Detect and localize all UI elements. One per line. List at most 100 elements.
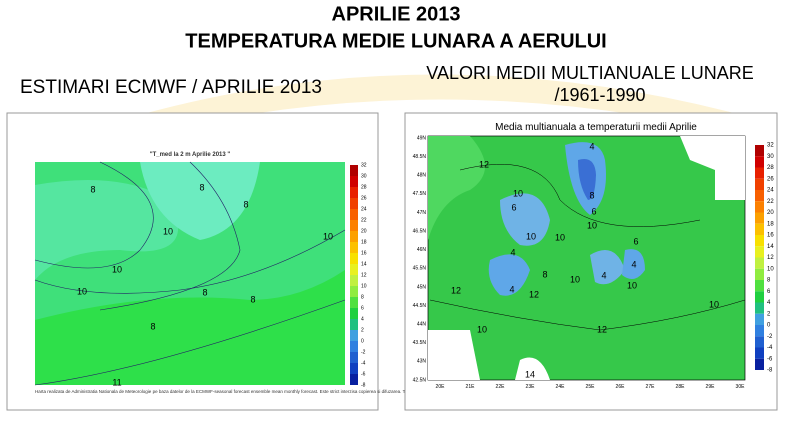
colorbar-label: -2	[767, 334, 773, 340]
lat-label: 48.5N	[413, 154, 427, 160]
contour-label: 10	[163, 226, 173, 236]
colorbar-label: -8	[361, 382, 366, 388]
colorbar-cell	[755, 246, 764, 258]
contour-label: 8	[589, 190, 594, 200]
colorbar-cell	[755, 156, 764, 168]
colorbar-label: 8	[361, 294, 364, 300]
colorbar-cell	[755, 190, 764, 202]
lat-label: 43.5N	[413, 340, 427, 346]
colorbar-cell	[350, 187, 358, 198]
lon-label: 29E	[706, 384, 716, 390]
colorbar-label: -4	[361, 360, 366, 366]
colorbar-cell	[755, 178, 764, 190]
lon-label: 25E	[586, 384, 596, 390]
contour-label: 6	[511, 202, 516, 212]
contour-label: 8	[199, 182, 204, 192]
colorbar-cell	[755, 325, 764, 337]
colorbar-label: 16	[361, 250, 367, 256]
colorbar-label: 32	[361, 162, 367, 168]
colorbar-cell	[755, 291, 764, 303]
colorbar-cell	[350, 165, 358, 176]
left-map	[34, 161, 346, 386]
contour-label: 8	[243, 199, 248, 209]
contour-label: 12	[529, 289, 539, 299]
colorbar-label: 24	[767, 188, 774, 194]
colorbar-label: 24	[361, 206, 367, 212]
colorbar-cell	[350, 176, 358, 187]
colorbar-label: -6	[361, 371, 366, 377]
title-line: APRILIE 2013	[332, 3, 461, 25]
colorbar-label: 0	[361, 338, 364, 344]
colorbar-cell	[350, 330, 358, 341]
colorbar-label: 20	[361, 228, 367, 234]
colorbar-cell	[350, 352, 358, 363]
contour-label: 4	[509, 284, 514, 294]
colorbar-cell	[350, 341, 358, 352]
colorbar-label: 4	[767, 300, 771, 306]
colorbar-cell	[350, 209, 358, 220]
colorbar-label: 22	[361, 217, 367, 223]
colorbar-cell	[350, 231, 358, 242]
contour-label: 8	[202, 287, 207, 297]
contour-label: 10	[513, 188, 523, 198]
contour-label: 14	[525, 369, 535, 379]
lat-label: 46.5N	[413, 228, 427, 234]
colorbar-cell	[755, 347, 764, 359]
contour-label: 10	[709, 299, 719, 309]
lon-label: 26E	[616, 384, 626, 390]
colorbar-cell	[755, 280, 764, 292]
contour-label: 4	[601, 270, 606, 280]
contour-label: 8	[90, 184, 95, 194]
colorbar-label: 18	[767, 221, 774, 227]
colorbar-label: -8	[767, 368, 773, 374]
contour-label: 10	[627, 280, 637, 290]
colorbar-cell	[755, 167, 764, 179]
lat-label: 46N	[417, 247, 427, 253]
colorbar-label: 0	[767, 323, 771, 329]
contour-label: 10	[526, 231, 536, 241]
lat-label: 47.5N	[413, 191, 427, 197]
colorbar-cell	[755, 336, 764, 348]
colorbar-cell	[755, 257, 764, 269]
lon-label: 30E	[736, 384, 746, 390]
colorbar-cell	[350, 242, 358, 253]
background-swoosh	[60, 74, 760, 160]
lat-label: 49N	[417, 135, 427, 141]
lat-label: 47N	[417, 210, 427, 216]
colorbar-label: 28	[361, 184, 367, 190]
contour-label: 4	[589, 141, 594, 151]
colorbar-cell	[350, 297, 358, 308]
colorbar-label: 20	[767, 210, 774, 216]
contour-label: 11	[112, 377, 121, 387]
colorbar-cell	[755, 268, 764, 280]
lat-label: 44N	[417, 321, 427, 327]
contour-label: 10	[587, 220, 597, 230]
colorbar-cell	[350, 264, 358, 275]
lon-label: 28E	[676, 384, 686, 390]
colorbar-label: 2	[361, 327, 364, 333]
colorbar-label: 30	[767, 154, 774, 160]
contour-label: 8	[250, 294, 255, 304]
lon-label: 20E	[436, 384, 446, 390]
contour-label: 6	[591, 206, 596, 216]
colorbar-label: 16	[767, 233, 774, 239]
colorbar-label: 6	[361, 305, 364, 311]
colorbar-cell	[755, 212, 764, 224]
colorbar-cell	[755, 302, 764, 314]
colorbar-label: 4	[361, 316, 364, 322]
contour-label: 4	[510, 247, 515, 257]
colorbar-label: 18	[361, 239, 367, 245]
colorbar-label: 10	[767, 266, 774, 272]
contour-label: 10	[570, 274, 580, 284]
colorbar-label: 30	[361, 173, 367, 179]
colorbar-label: 26	[361, 195, 367, 201]
contour-label: 6	[633, 236, 638, 246]
colorbar-cell	[350, 198, 358, 209]
lon-label: 24E	[556, 384, 566, 390]
right-map-title: Media multianuala a temperaturii medii A…	[495, 122, 697, 133]
colorbar-label: 14	[767, 244, 774, 250]
lon-label: 22E	[496, 384, 506, 390]
colorbar-cell	[350, 308, 358, 319]
colorbar-label: 2	[767, 311, 771, 317]
